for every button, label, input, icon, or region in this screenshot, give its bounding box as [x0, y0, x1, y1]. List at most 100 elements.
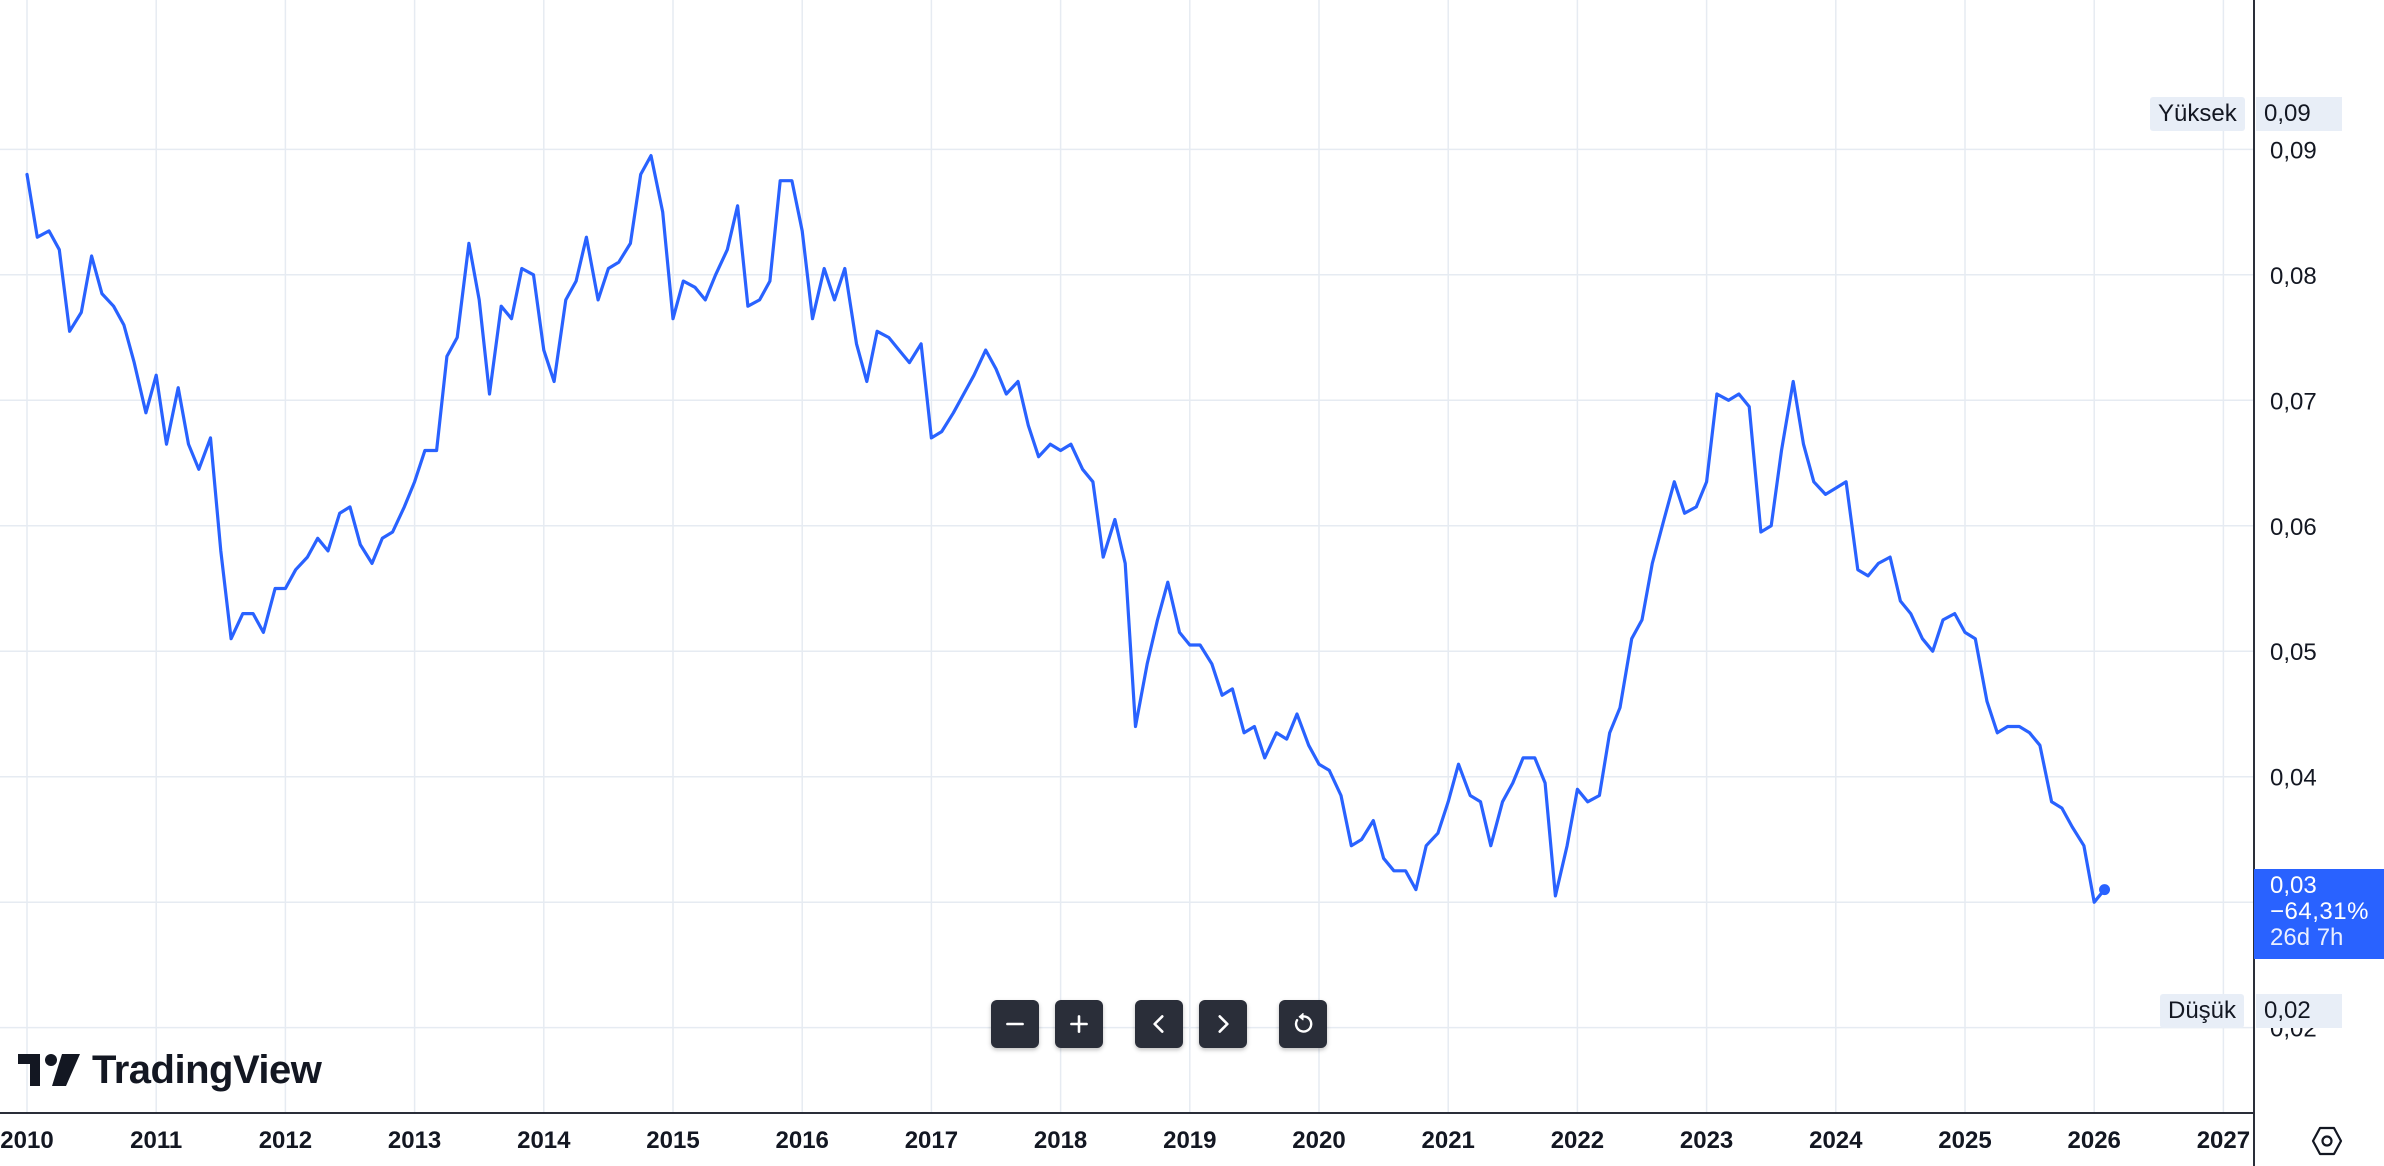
zoom-out-button[interactable] — [991, 1000, 1039, 1048]
reset-chart-button[interactable] — [1279, 1000, 1327, 1048]
data-point — [164, 441, 170, 447]
data-point — [821, 266, 827, 272]
data-point — [1112, 516, 1118, 522]
x-tick-label: 2010 — [0, 1127, 53, 1154]
y-tick-label: 0,06 — [2270, 514, 2317, 541]
data-point — [573, 278, 579, 284]
data-point — [896, 347, 902, 353]
last-price-value: 0,03 — [2270, 872, 2317, 899]
data-point — [1165, 579, 1171, 585]
data-point — [34, 234, 40, 240]
data-point — [1306, 742, 1312, 748]
data-point — [616, 259, 622, 265]
data-point — [1326, 767, 1332, 773]
x-tick-label: 2015 — [646, 1127, 699, 1154]
data-point — [1284, 736, 1290, 742]
data-point — [1790, 378, 1796, 384]
data-point — [1984, 698, 1990, 704]
high-label: Yüksek — [2150, 97, 2245, 131]
data-point — [1090, 479, 1096, 485]
data-point — [1423, 843, 1429, 849]
data-point — [218, 548, 224, 554]
data-point — [2037, 742, 2043, 748]
data-point — [207, 435, 213, 441]
data-point — [379, 535, 385, 541]
data-point — [196, 466, 202, 472]
data-point — [1058, 447, 1064, 453]
data-point — [1413, 887, 1419, 893]
price-series-line[interactable] — [25, 154, 2107, 904]
x-tick-label: 2020 — [1292, 1127, 1345, 1154]
data-point — [1294, 711, 1300, 717]
data-point — [412, 479, 418, 485]
data-point — [993, 366, 999, 372]
data-point — [466, 240, 472, 246]
data-point — [971, 372, 977, 378]
data-point — [111, 303, 117, 309]
data-point — [1994, 730, 2000, 736]
x-tick-label: 2017 — [905, 1127, 958, 1154]
data-point — [131, 360, 137, 366]
data-point — [789, 178, 795, 184]
data-point — [886, 335, 892, 341]
data-point — [228, 636, 234, 642]
data-point — [347, 504, 353, 510]
data-point — [24, 171, 30, 177]
zoom-in-button[interactable] — [1055, 1000, 1103, 1048]
data-point — [1359, 836, 1365, 842]
data-point — [304, 554, 310, 560]
data-point — [1639, 617, 1645, 623]
x-tick-label: 2025 — [1938, 1127, 1991, 1154]
plus-icon — [1070, 1015, 1088, 1033]
data-point — [509, 316, 515, 322]
data-point — [272, 585, 278, 591]
data-point — [928, 435, 934, 441]
data-point — [638, 171, 644, 177]
data-point — [1843, 479, 1849, 485]
minus-icon — [1006, 1022, 1024, 1026]
logo-text: TradingView — [92, 1047, 322, 1092]
data-point — [1435, 830, 1441, 836]
data-point — [1456, 761, 1462, 767]
data-point — [260, 629, 266, 635]
last-price-label: 0,03 −64,31% 26d 7h — [2254, 869, 2384, 959]
data-point — [434, 447, 440, 453]
chart-settings-button[interactable] — [2310, 1124, 2344, 1158]
y-tick-label: 0,09 — [2270, 137, 2317, 164]
low-value: 0,02 — [2256, 994, 2342, 1028]
data-point — [250, 611, 256, 617]
data-point — [1391, 868, 1397, 874]
data-point — [724, 247, 730, 253]
x-tick-label: 2022 — [1551, 1127, 1604, 1154]
data-point — [1822, 491, 1828, 497]
data-point — [605, 266, 611, 272]
tradingview-logo[interactable]: TradingView — [18, 1047, 322, 1092]
data-point — [1617, 705, 1623, 711]
y-tick-label: 0,08 — [2270, 263, 2317, 290]
scroll-right-button[interactable] — [1199, 1000, 1247, 1048]
data-point — [1510, 780, 1516, 786]
data-point — [745, 303, 751, 309]
x-tick-label: 2014 — [517, 1127, 571, 1154]
data-point — [357, 542, 363, 548]
chevron-right-icon — [1218, 1015, 1229, 1033]
last-point-marker — [2099, 884, 2111, 896]
data-point — [1714, 391, 1720, 397]
data-point — [2069, 824, 2075, 830]
data-point — [240, 611, 246, 617]
data-point — [832, 297, 838, 303]
data-point — [1445, 799, 1451, 805]
data-point — [1003, 391, 1009, 397]
data-point — [1251, 724, 1257, 730]
data-point — [1897, 598, 1903, 604]
data-point — [660, 209, 666, 215]
data-point — [1779, 447, 1785, 453]
data-point — [1262, 755, 1268, 761]
data-point — [799, 228, 805, 234]
scroll-left-button[interactable] — [1135, 1000, 1183, 1048]
data-point — [1025, 422, 1031, 428]
data-point — [713, 272, 719, 278]
x-tick-label: 2021 — [1422, 1127, 1475, 1154]
data-point — [757, 297, 763, 303]
